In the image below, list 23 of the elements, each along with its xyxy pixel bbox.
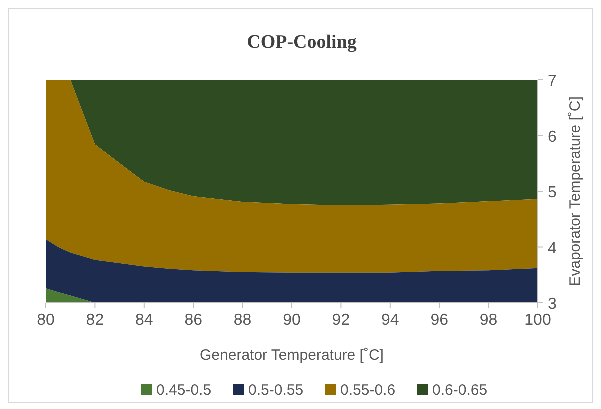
- x-tick-label: 94: [382, 312, 400, 329]
- x-tick-label: 86: [184, 312, 203, 329]
- legend-label: 0.6-0.65: [432, 382, 488, 399]
- y-tick-label: 3: [548, 296, 557, 313]
- x-axis-title: Generator Temperature [˚C]: [200, 347, 384, 364]
- y-tick-label: 7: [548, 73, 557, 90]
- x-tick-label: 90: [283, 312, 301, 329]
- y-tick-label: 5: [548, 184, 557, 202]
- legend-label: 0.45-0.5: [156, 382, 212, 399]
- y-tick-label: 4: [548, 240, 557, 258]
- x-tick-label: 100: [524, 312, 552, 329]
- legend-label: 0.5-0.55: [248, 382, 304, 399]
- y-axis-title: Evaporator Temperature [˚C]: [567, 96, 584, 286]
- x-tick-label: 88: [234, 312, 252, 329]
- y-tick-label: 6: [548, 128, 557, 146]
- x-tick-label: 82: [86, 312, 104, 329]
- x-tick-label: 80: [37, 312, 55, 329]
- chart-title: COP-Cooling: [247, 32, 358, 53]
- x-tick-label: 92: [332, 312, 350, 329]
- x-tick-label: 98: [480, 312, 498, 329]
- x-tick-label: 96: [430, 312, 449, 329]
- legend-label: 0.55-0.6: [340, 382, 396, 399]
- x-tick-label: 84: [136, 312, 154, 329]
